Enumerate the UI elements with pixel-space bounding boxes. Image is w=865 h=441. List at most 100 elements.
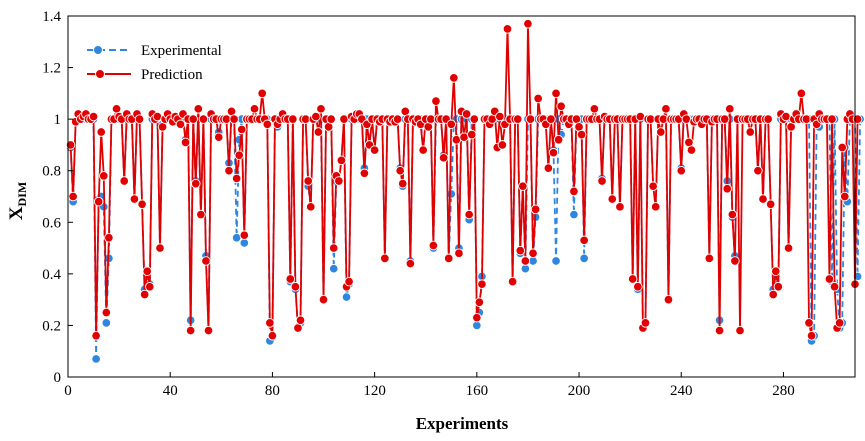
data-point-prediction: [579, 235, 589, 246]
data-point-prediction: [840, 191, 850, 202]
data-point-prediction: [464, 209, 474, 220]
y-axis-title-main: X: [6, 206, 27, 220]
data-point-prediction: [515, 245, 526, 256]
data-point-prediction: [553, 135, 564, 145]
data-point-prediction: [633, 282, 643, 292]
data-point-prediction: [597, 176, 607, 186]
data-point-prediction: [546, 114, 556, 124]
data-point-prediction: [520, 256, 531, 266]
data-point-prediction: [589, 104, 600, 114]
data-point-prediction: [196, 209, 206, 220]
y-tick-label: 0.4: [42, 267, 61, 283]
data-point-prediction: [771, 266, 781, 277]
data-point-prediction: [806, 330, 817, 341]
data-point-prediction: [191, 178, 201, 189]
data-point-prediction: [129, 194, 140, 204]
data-point-prediction: [145, 282, 155, 292]
data-point-prediction: [745, 127, 755, 137]
data-point-prediction: [523, 18, 533, 29]
data-point-prediction: [336, 155, 347, 166]
data-point-prediction: [405, 258, 416, 269]
data-point-prediction: [316, 104, 326, 114]
data-point-prediction: [461, 109, 472, 119]
y-tick-label: 1.2: [42, 61, 61, 77]
data-point-prediction: [290, 282, 301, 292]
data-point-prediction: [551, 88, 561, 99]
data-point-prediction: [576, 129, 587, 140]
data-point-prediction: [96, 127, 106, 137]
data-point-prediction: [380, 253, 390, 264]
data-point-prediction: [556, 101, 566, 111]
data-point-experimental: [579, 253, 589, 264]
data-point-prediction: [472, 312, 482, 323]
x-tick-label: 120: [363, 383, 386, 399]
data-point-prediction: [543, 163, 554, 173]
data-point-prediction: [303, 176, 313, 186]
data-point-prediction: [824, 274, 835, 284]
data-point-prediction: [155, 243, 165, 253]
data-point-prediction: [418, 145, 428, 155]
data-point-prediction: [438, 153, 449, 163]
plot-frame: [67, 15, 856, 378]
data-point-prediction: [469, 114, 480, 124]
data-point-prediction: [185, 325, 196, 336]
y-tick-label: 0.6: [42, 215, 61, 231]
data-point-prediction: [119, 176, 129, 186]
axes: 0 0.2 0.4 0.6 0.8 1 1.2 1.4 0 40 80 120 160 200 240 280: [42, 9, 856, 399]
data-point-prediction: [719, 114, 730, 124]
data-point-prediction: [502, 24, 513, 34]
data-point-prediction: [139, 289, 150, 300]
data-point-prediction: [88, 111, 99, 122]
data-point-prediction: [397, 178, 408, 189]
data-point-prediction: [229, 114, 239, 124]
data-point-prediction: [765, 199, 776, 209]
data-point-prediction: [328, 243, 339, 253]
data-point-prediction: [334, 176, 344, 186]
series-prediction: [65, 18, 863, 341]
svg-text:XDIM: XDIM: [6, 182, 29, 220]
data-point-prediction: [663, 294, 674, 305]
legend: Experimental Prediction: [87, 43, 222, 83]
data-point-experimental: [101, 318, 112, 328]
data-point-prediction: [137, 199, 147, 209]
legend-item-prediction: Prediction: [87, 67, 203, 83]
data-point-prediction: [91, 330, 101, 341]
data-point-prediction: [288, 114, 298, 124]
data-point-prediction: [104, 233, 114, 243]
data-point-experimental: [91, 354, 101, 364]
data-point-prediction: [431, 96, 441, 106]
legend-label-prediction: Prediction: [141, 67, 203, 83]
data-point-prediction: [305, 202, 316, 212]
data-point-prediction: [758, 194, 768, 204]
data-point-prediction: [318, 294, 329, 305]
data-point-prediction: [449, 73, 459, 83]
data-point-prediction: [249, 104, 260, 114]
data-point-prediction: [773, 282, 784, 292]
data-point-prediction: [640, 318, 651, 328]
data-point-prediction: [656, 127, 666, 137]
data-point-prediction: [627, 274, 638, 284]
data-point-prediction: [214, 132, 224, 142]
data-point-prediction: [512, 114, 523, 124]
data-point-prediction: [827, 114, 837, 124]
data-point-prediction: [68, 191, 78, 202]
data-point-prediction: [650, 202, 661, 212]
data-point-prediction: [239, 230, 250, 240]
y-tick-label: 1.4: [42, 9, 61, 25]
x-tick-label: 160: [466, 383, 489, 399]
data-point-prediction: [443, 253, 454, 264]
data-point-prediction: [834, 318, 845, 328]
data-point-prediction: [768, 289, 778, 300]
x-tick-label: 0: [64, 383, 72, 399]
data-point-prediction: [661, 104, 671, 114]
data-point-prediction: [686, 145, 697, 155]
data-point-prediction: [313, 127, 324, 137]
data-point-prediction: [730, 256, 740, 266]
x-tick-label: 240: [670, 383, 693, 399]
data-point-prediction: [395, 165, 405, 176]
data-point-prediction: [188, 114, 198, 124]
legend-item-experimental: Experimental: [87, 43, 222, 59]
series-experimental: [65, 114, 865, 364]
x-axis-title: Experiments: [416, 414, 509, 433]
data-point-prediction: [548, 147, 559, 158]
